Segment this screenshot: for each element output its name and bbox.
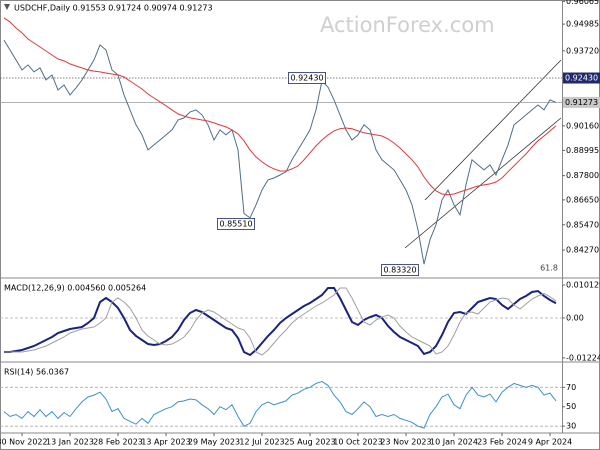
- y-tick-label: 0.84270: [566, 246, 599, 255]
- level-box: [563, 96, 600, 108]
- series-line: [4, 287, 557, 356]
- annotation-box: [381, 264, 419, 276]
- series-line: [4, 287, 557, 357]
- x-tick-label: 9 Apr 2024: [528, 438, 572, 447]
- annotation-label: 61.8: [540, 264, 558, 273]
- y-tick-label: 0.87800: [566, 171, 599, 180]
- x-tick-label: 10 Oct 2023: [333, 438, 382, 447]
- x-tick-label: 12 Jul 2023: [239, 438, 284, 447]
- y-tick-label: 0.96065: [566, 0, 599, 6]
- annotation-label: 0.85510: [219, 219, 252, 228]
- y-tick-label: 30: [566, 422, 576, 431]
- x-tick-label: 25 Aug 2023: [284, 438, 335, 447]
- y-tick-label: 0.94985: [566, 20, 599, 29]
- level-label: 0.92430: [565, 74, 598, 83]
- annotation-label: 0.83320: [383, 266, 416, 275]
- y-tick-label: 0.86650: [566, 195, 599, 204]
- x-tick-label: 10 Jan 2024: [430, 438, 478, 447]
- y-tick-label: 0.88995: [566, 146, 599, 155]
- y-tick-label: 0.00: [566, 313, 584, 322]
- panel-title: USDCHF,Daily 0.91553 0.91724 0.90974 0.9…: [14, 4, 213, 13]
- y-tick-label: 50: [566, 402, 576, 411]
- x-tick-label: 23 Feb 2024: [477, 438, 527, 447]
- series-line: [3, 380, 557, 429]
- x-tick-label: 28 Feb 2023: [93, 438, 143, 447]
- annotation-label: 0.92430: [290, 74, 323, 83]
- level-label: 0.91273: [565, 98, 598, 107]
- series-line: [3, 17, 557, 196]
- x-tick-label: 23 Nov 2023: [380, 438, 431, 447]
- channel-line: [404, 117, 562, 249]
- x-tick-label: 13 Jan 2023: [46, 438, 94, 447]
- annotation-box: [288, 72, 326, 84]
- channel-line: [424, 59, 562, 201]
- x-tick-label: 13 Apr 2023: [141, 438, 190, 447]
- symbol-icon: [4, 4, 10, 10]
- watermark: ActionForex.com: [320, 13, 495, 37]
- y-tick-label: 70: [566, 383, 576, 392]
- series-line: [3, 39, 557, 265]
- panel-title: MACD(12,26,9) 0.004560 0.005264: [4, 284, 146, 293]
- level-box: [563, 72, 600, 84]
- y-tick-label: 0.93720: [566, 46, 599, 55]
- y-tick-label: 0.85470: [566, 220, 599, 229]
- x-tick-label: 30 Nov 2022: [0, 438, 48, 447]
- y-tick-label: -0.012244: [566, 353, 600, 362]
- y-tick-label: 0.010129: [566, 281, 600, 290]
- x-tick-label: 29 May 2023: [188, 438, 240, 447]
- y-tick-label: 0.90160: [566, 121, 599, 130]
- annotation-box: [217, 218, 255, 230]
- panel-title: RSI(14) 56.0367: [4, 368, 69, 377]
